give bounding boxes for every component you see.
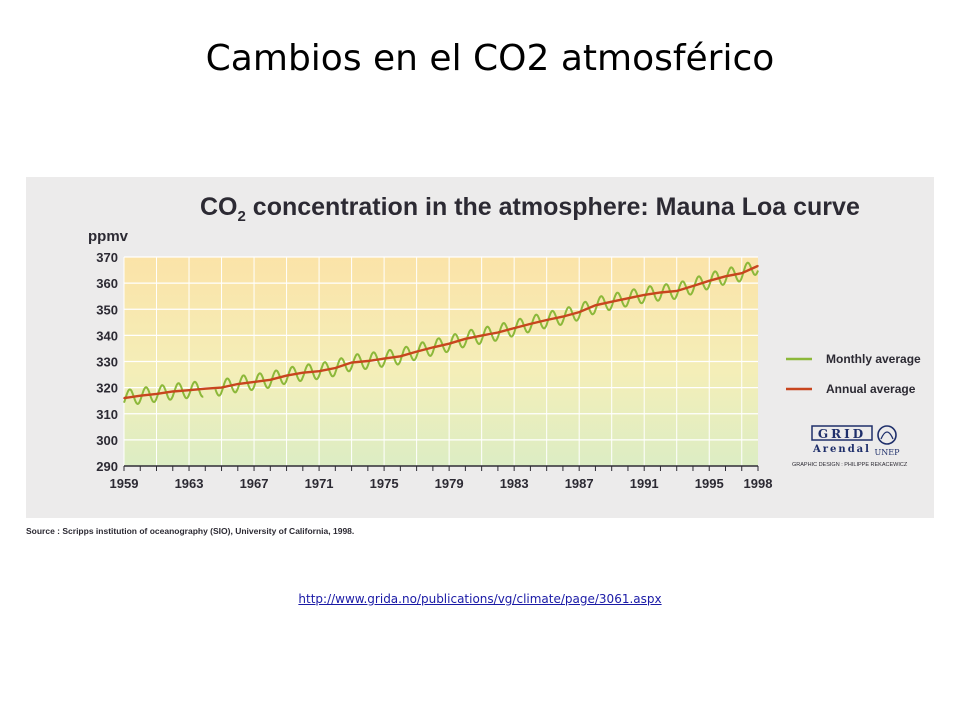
source-note: Source : Scripps institution of oceanogr… bbox=[26, 526, 354, 536]
annual-point bbox=[464, 337, 467, 340]
x-tick-label: 1995 bbox=[695, 476, 724, 491]
annual-point bbox=[318, 370, 320, 372]
chart-svg: 290 300 310 320 330 340 350 360 370 1959 1963 1967… bbox=[26, 177, 934, 536]
series-line-monthly bbox=[123, 261, 759, 405]
annual-point bbox=[350, 361, 353, 364]
annual-point bbox=[627, 297, 629, 300]
annual-point bbox=[220, 386, 223, 389]
annual-point bbox=[302, 371, 304, 374]
annual-point bbox=[253, 381, 255, 383]
design-credit: GRAPHIC DESIGN : PHILIPPE REKACEWICZ bbox=[792, 462, 908, 468]
annual-point bbox=[545, 319, 548, 321]
annual-point bbox=[171, 390, 174, 393]
annual-point bbox=[415, 350, 418, 353]
x-tick-label: 1967 bbox=[240, 476, 269, 491]
svg-text:Arendal: Arendal bbox=[812, 444, 871, 455]
annual-point bbox=[155, 393, 158, 395]
x-tick-label: 1963 bbox=[175, 476, 204, 491]
annual-point bbox=[285, 374, 288, 377]
y-axis: 290 300 310 320 330 340 350 360 370 bbox=[96, 250, 118, 474]
annual-point bbox=[123, 397, 125, 399]
annual-point bbox=[269, 378, 272, 381]
annual-point bbox=[724, 275, 727, 278]
y-tick-label: 350 bbox=[96, 302, 118, 317]
y-axis-label: ppmv bbox=[88, 228, 129, 245]
annual-point bbox=[529, 323, 532, 325]
annual-point bbox=[334, 367, 337, 369]
x-tick-label: 1979 bbox=[435, 476, 464, 491]
svg-text:UNEP: UNEP bbox=[875, 448, 901, 457]
legend-label-monthly: Monthly average bbox=[826, 352, 921, 366]
annual-point bbox=[578, 311, 580, 313]
annual-point bbox=[740, 272, 743, 274]
annual-point bbox=[659, 291, 662, 294]
y-tick-label: 340 bbox=[96, 328, 118, 343]
source-link[interactable]: http://www.grida.no/publications/vg/clim… bbox=[298, 592, 662, 606]
annual-point bbox=[236, 383, 239, 385]
annual-point bbox=[513, 327, 515, 329]
x-axis: 1959 1963 1967 1971 1975 1979 1983 1987 1991 1995… bbox=[110, 465, 773, 491]
legend-label-annual: Annual average bbox=[826, 382, 916, 396]
x-tick-label: 1983 bbox=[500, 476, 529, 491]
y-tick-label: 290 bbox=[96, 459, 118, 474]
annual-point bbox=[675, 290, 678, 292]
annual-point bbox=[139, 394, 142, 397]
annual-point bbox=[383, 357, 385, 360]
chart-title: CO2 concentration in the atmosphere: Mau… bbox=[200, 193, 860, 225]
chart-figure: 290 300 310 320 330 340 350 360 370 1959 1963 1967… bbox=[26, 177, 934, 543]
series-lines bbox=[123, 261, 759, 405]
annual-point bbox=[757, 265, 759, 267]
annual-point bbox=[594, 304, 597, 307]
legend: Monthly average Annual average bbox=[786, 352, 921, 396]
annual-point bbox=[562, 315, 564, 318]
x-tick-label: 1998 bbox=[744, 476, 773, 491]
x-tick-label: 1971 bbox=[305, 476, 334, 491]
svg-text:GRID: GRID bbox=[818, 427, 866, 441]
annual-point bbox=[480, 334, 483, 337]
annual-point bbox=[643, 294, 646, 296]
grid-arendal-logo: GRID Arendal bbox=[811, 425, 873, 455]
annual-point bbox=[399, 355, 402, 358]
y-tick-label: 310 bbox=[96, 407, 118, 422]
slide-title: Cambios en el CO2 atmosférico bbox=[205, 38, 775, 79]
gridlines bbox=[123, 256, 758, 467]
unep-logo: UNEP bbox=[875, 425, 901, 457]
x-tick-label: 1959 bbox=[110, 476, 139, 491]
annual-point bbox=[692, 285, 694, 287]
y-tick-label: 330 bbox=[96, 355, 118, 370]
annual-point bbox=[497, 331, 499, 334]
annual-point bbox=[448, 342, 450, 345]
annual-point bbox=[610, 300, 613, 303]
annual-point bbox=[188, 389, 190, 392]
series-line-annual bbox=[123, 264, 759, 400]
y-tick-label: 300 bbox=[96, 433, 118, 448]
x-tick-label: 1987 bbox=[565, 476, 594, 491]
y-tick-label: 360 bbox=[96, 276, 118, 291]
y-tick-label: 320 bbox=[96, 381, 118, 396]
annual-point bbox=[432, 346, 434, 349]
annual-point bbox=[204, 387, 207, 390]
y-tick-label: 370 bbox=[96, 250, 118, 265]
annual-point bbox=[367, 360, 369, 362]
annual-point bbox=[708, 279, 711, 282]
x-tick-label: 1975 bbox=[370, 476, 399, 491]
x-tick-label: 1991 bbox=[630, 476, 659, 491]
